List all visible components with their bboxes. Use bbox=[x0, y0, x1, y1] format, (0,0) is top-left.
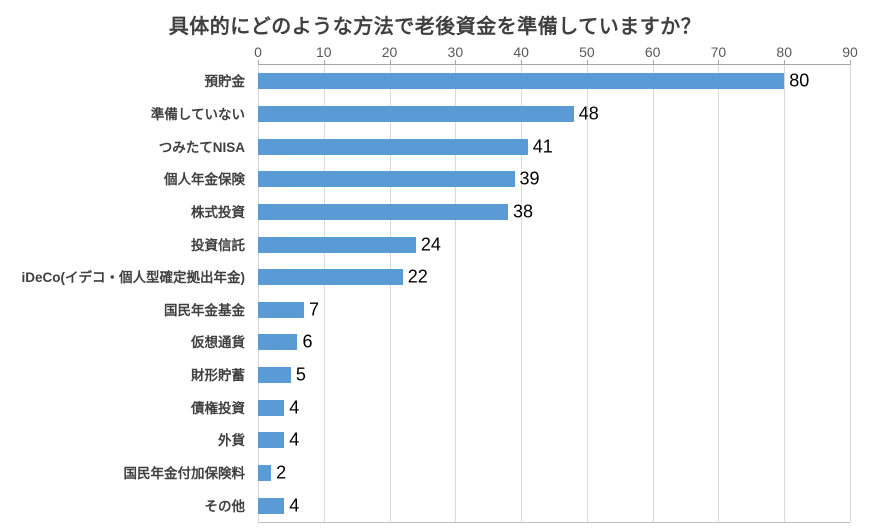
x-tick-label: 30 bbox=[447, 44, 464, 60]
value-label: 48 bbox=[578, 103, 599, 124]
gridline bbox=[784, 65, 786, 522]
category-label: 財形貯蓄 bbox=[191, 368, 245, 384]
value-label: 4 bbox=[289, 495, 300, 516]
bar-row: 48 bbox=[258, 98, 850, 131]
bar-row: 4 bbox=[258, 489, 850, 522]
gridline bbox=[652, 65, 654, 522]
tick-mark bbox=[718, 60, 720, 65]
bar bbox=[258, 171, 515, 188]
value-label: 2 bbox=[276, 462, 287, 483]
x-tick-label: 70 bbox=[710, 44, 727, 60]
x-tick-label: 10 bbox=[315, 44, 332, 60]
value-label: 6 bbox=[302, 331, 313, 352]
tick-mark bbox=[586, 60, 588, 65]
x-tick-label: 80 bbox=[776, 44, 793, 60]
x-tick-label: 90 bbox=[842, 44, 858, 60]
chart-body: 預貯金準備していないつみたてNISA 個人年金保険株式投資投資信託 iDeCo(イデ… bbox=[0, 60, 851, 523]
bar bbox=[258, 73, 785, 90]
category-label: 準備していない bbox=[150, 106, 245, 122]
bar bbox=[258, 334, 298, 351]
bar-row: 7 bbox=[258, 293, 850, 326]
category-label: 国民年金付加保険料 bbox=[123, 466, 246, 481]
value-label: 7 bbox=[309, 299, 320, 320]
bar-row: 5 bbox=[258, 359, 850, 392]
category-label: 仮想通貨 bbox=[191, 335, 245, 351]
bar bbox=[258, 432, 285, 449]
category-label: つみたてNISA bbox=[158, 139, 245, 155]
category-label: 株式投資 bbox=[191, 204, 245, 220]
value-label: 39 bbox=[519, 168, 540, 189]
tick-mark bbox=[784, 60, 786, 65]
gridline bbox=[323, 65, 325, 522]
value-label: 80 bbox=[789, 70, 810, 91]
tick-mark bbox=[652, 60, 654, 65]
bar-rows: 80 48 41 39 38 24 22 7 6 5 4 4 2 4 bbox=[258, 65, 850, 522]
value-label: 41 bbox=[532, 136, 553, 157]
bar-row: 6 bbox=[258, 326, 850, 359]
bar-row: 22 bbox=[258, 261, 850, 294]
chart-title: 具体的にどのような方法で老後資金を準備していますか？ bbox=[168, 16, 702, 38]
bar-row: 24 bbox=[258, 228, 850, 261]
gridline bbox=[586, 65, 588, 522]
bar bbox=[258, 269, 403, 286]
value-label: 22 bbox=[407, 266, 428, 287]
x-tick-label: 50 bbox=[579, 44, 595, 60]
category-label: iDeCo(イデコ・個人型確定拠出年金) bbox=[21, 270, 246, 286]
x-tick-label: 40 bbox=[513, 44, 529, 60]
bar bbox=[258, 301, 305, 318]
axis-row: 0 10 20 30 40 50 60 70 80 90 bbox=[0, 42, 858, 64]
category-label: 外貨 bbox=[218, 433, 245, 449]
bar bbox=[258, 203, 508, 220]
tick-mark bbox=[323, 60, 325, 65]
value-label: 4 bbox=[289, 397, 300, 418]
bar-row: 41 bbox=[258, 130, 850, 163]
bar bbox=[258, 367, 291, 384]
tick-mark bbox=[850, 60, 851, 65]
gridline bbox=[850, 65, 851, 522]
gridline bbox=[455, 65, 457, 522]
bar bbox=[258, 399, 285, 416]
axis-left-spacer bbox=[0, 42, 258, 64]
value-label: 38 bbox=[512, 201, 533, 222]
x-axis: 0 10 20 30 40 50 60 70 80 90 bbox=[254, 42, 858, 64]
bar bbox=[258, 465, 272, 481]
bar-row: 2 bbox=[258, 457, 850, 490]
bar bbox=[258, 105, 574, 122]
value-label: 5 bbox=[295, 364, 306, 385]
tick-mark bbox=[521, 60, 523, 65]
tick-mark bbox=[389, 60, 391, 65]
x-tick-label: 20 bbox=[381, 44, 398, 60]
x-tick-label: 60 bbox=[644, 44, 661, 60]
bar bbox=[258, 236, 416, 253]
bar-row: 4 bbox=[258, 424, 850, 457]
plot-area: 80 48 41 39 38 24 22 7 6 5 4 4 2 4 bbox=[258, 60, 851, 523]
gridline bbox=[521, 65, 523, 522]
x-tick-label: 0 bbox=[254, 44, 262, 60]
value-label: 4 bbox=[289, 429, 300, 450]
category-label: 投資信託 bbox=[191, 237, 245, 253]
category-labels: 預貯金準備していないつみたてNISA 個人年金保険株式投資投資信託 iDeCo(イデ… bbox=[0, 64, 258, 521]
gridline bbox=[718, 65, 720, 522]
category-label: その他 bbox=[204, 498, 246, 514]
bar bbox=[258, 138, 528, 155]
bar-row: 80 bbox=[258, 65, 850, 98]
value-label: 24 bbox=[420, 234, 441, 255]
bar-row: 4 bbox=[258, 391, 850, 424]
gridline bbox=[258, 65, 259, 522]
tick-mark bbox=[455, 60, 457, 65]
category-label: 債権投資 bbox=[191, 400, 245, 416]
category-label: 国民年金基金 bbox=[164, 302, 245, 318]
bar bbox=[258, 497, 285, 514]
tick-mark bbox=[258, 60, 259, 65]
bar-row: 38 bbox=[258, 196, 850, 229]
category-label: 個人年金保険 bbox=[164, 172, 245, 188]
bar-row: 39 bbox=[258, 163, 850, 196]
gridline bbox=[389, 65, 391, 522]
category-label: 預貯金 bbox=[204, 74, 246, 90]
